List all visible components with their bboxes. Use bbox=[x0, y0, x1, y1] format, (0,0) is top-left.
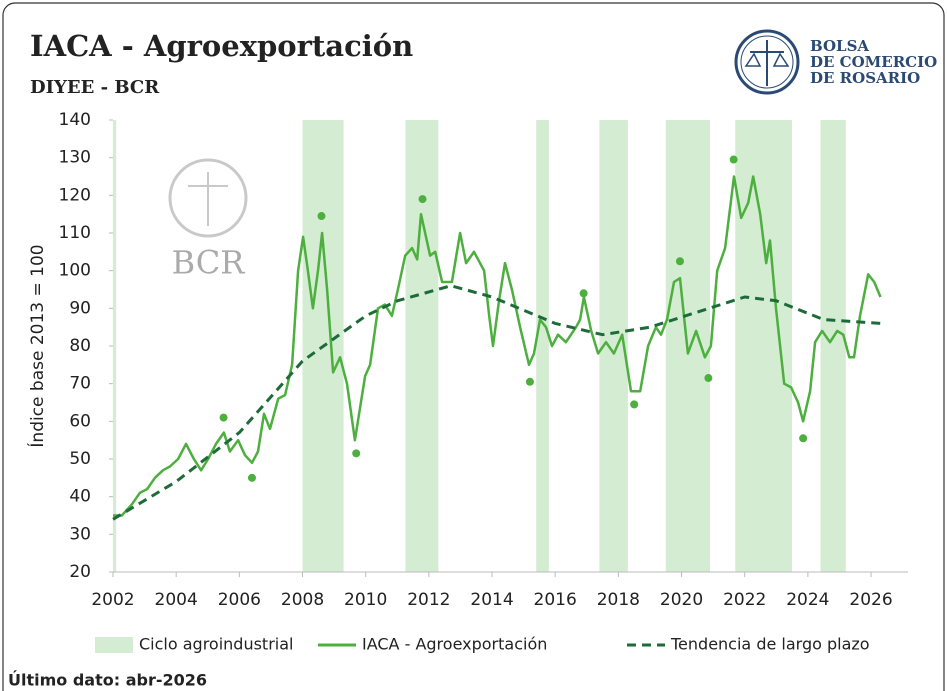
y-tick-label: 120 bbox=[59, 185, 91, 205]
chart-title: IACA - Agroexportación bbox=[30, 29, 413, 63]
marker bbox=[317, 212, 326, 221]
marker bbox=[704, 374, 713, 383]
legend-label: Ciclo agroindustrial bbox=[139, 635, 293, 654]
y-tick-label: 70 bbox=[69, 374, 91, 394]
x-tick-label: 2018 bbox=[597, 590, 640, 610]
y-tick-label: 110 bbox=[59, 223, 91, 243]
cycle-band bbox=[820, 120, 846, 572]
y-tick-label: 20 bbox=[69, 562, 91, 582]
x-tick-label: 2012 bbox=[407, 590, 450, 610]
x-tick-label: 2008 bbox=[281, 590, 324, 610]
watermark: BCR bbox=[172, 244, 246, 282]
y-tick-label: 90 bbox=[69, 298, 91, 318]
marker bbox=[799, 434, 808, 443]
y-tick-label: 80 bbox=[69, 336, 91, 356]
cycle-band bbox=[405, 120, 439, 572]
logo-text: DE ROSARIO bbox=[810, 69, 920, 87]
y-tick-label: 50 bbox=[69, 449, 91, 469]
cycle-band bbox=[735, 120, 793, 572]
legend-label: Tendencia de largo plazo bbox=[670, 635, 870, 654]
y-tick-label: 130 bbox=[59, 148, 91, 168]
x-tick-label: 2004 bbox=[155, 590, 198, 610]
marker bbox=[219, 413, 228, 422]
y-tick-label: 100 bbox=[59, 261, 91, 281]
logo-text: BOLSA bbox=[810, 37, 869, 55]
marker bbox=[630, 400, 639, 409]
x-tick-label: 2026 bbox=[849, 590, 892, 610]
bands bbox=[113, 120, 846, 572]
marker bbox=[675, 257, 684, 266]
marker bbox=[579, 289, 588, 298]
chart-subtitle: DIYEE - BCR bbox=[30, 77, 160, 98]
marker bbox=[525, 377, 534, 386]
footer: Último dato: abr-2026 bbox=[8, 671, 207, 690]
y-axis-label: Índice base 2013 = 100 bbox=[26, 244, 48, 447]
marker bbox=[352, 449, 361, 458]
marker bbox=[247, 473, 256, 482]
y-tick-label: 60 bbox=[69, 411, 91, 431]
logo-text: DE COMERCIO bbox=[810, 53, 937, 71]
x-tick-label: 2020 bbox=[660, 590, 703, 610]
x-tick-label: 2014 bbox=[470, 590, 513, 610]
trend-line bbox=[112, 284, 881, 521]
x-tick-label: 2024 bbox=[786, 590, 829, 610]
marker bbox=[729, 155, 738, 164]
watermark-logo bbox=[168, 158, 248, 238]
marker bbox=[418, 195, 427, 204]
legend-swatch bbox=[95, 637, 133, 653]
x-tick-label: 2022 bbox=[723, 590, 766, 610]
cycle-band bbox=[536, 120, 549, 572]
x-tick-label: 2010 bbox=[344, 590, 387, 610]
legend-label: IACA - Agroexportación bbox=[362, 635, 547, 654]
logo: BOLSA DE COMERCIO DE ROSARIO bbox=[734, 29, 937, 95]
x-tick-label: 2016 bbox=[534, 590, 577, 610]
y-tick-label: 140 bbox=[59, 110, 91, 130]
x-tick-label: 2002 bbox=[91, 590, 134, 610]
y-tick-label: 40 bbox=[69, 487, 91, 507]
cycle-band bbox=[113, 120, 117, 572]
y-tick-label: 30 bbox=[69, 524, 91, 544]
x-tick-label: 2006 bbox=[218, 590, 261, 610]
